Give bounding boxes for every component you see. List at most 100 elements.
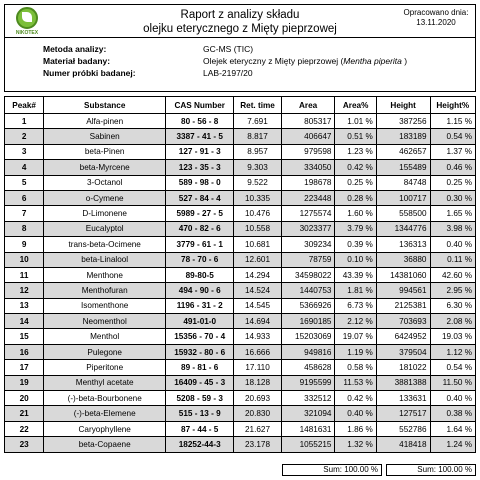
cell-height: 181022 xyxy=(375,359,431,376)
cell-area-pct: 0.25 % xyxy=(334,174,377,191)
cell-area: 34598022 xyxy=(280,266,336,284)
table-row: 11 Menthone 89-80-5 14.294 34598022 43.39 % 14… xyxy=(3,266,476,284)
cell-peak: 11 xyxy=(3,266,45,284)
table-row: 16 Pulegone 15932 - 80 - 6 16.666 949816 1.19… xyxy=(3,343,476,361)
material-latin-name: Mentha piperita xyxy=(343,56,402,66)
cell-substance: Menthol xyxy=(43,328,167,345)
table-row: 7 D-Limonene 5989 - 27 - 5 10.476 1275574 1.6… xyxy=(3,205,476,222)
table-row: 6 o-Cymene 527 - 84 - 4 10.335 223448 0.28 % 1… xyxy=(3,189,476,207)
cell-area-pct: 1.32 % xyxy=(334,436,377,453)
sample-label: Numer próbki badanej: xyxy=(43,68,136,78)
cell-area-pct: 0.42 % xyxy=(334,390,377,407)
cell-cas-number: 491-01-0 xyxy=(165,313,235,330)
title-line-2: olejku eterycznego z Mięty pieprzowej xyxy=(143,23,337,35)
cell-peak: 10 xyxy=(3,251,45,268)
cell-substance: Piperitone xyxy=(43,359,167,376)
cell-cas-number: 15932 - 80 - 6 xyxy=(165,343,235,361)
cell-ret-time: 10.476 xyxy=(233,205,282,222)
leaf-icon xyxy=(22,12,32,22)
cell-ret-time: 14.694 xyxy=(233,313,282,330)
cell-area-pct: 19.07 % xyxy=(334,328,377,345)
cell-peak: 3 xyxy=(3,143,45,161)
cell-area: 223448 xyxy=(280,189,336,207)
height-sum-label: Sum: xyxy=(417,465,436,474)
cell-height-pct: 0.38 % xyxy=(429,405,476,422)
cell-area-pct: 0.40 % xyxy=(334,405,377,422)
cell-height-pct: 6.30 % xyxy=(429,297,476,315)
table-row: 1 Alfa-pinen 80 - 56 - 8 7.691 805317 1.01 % 3… xyxy=(3,112,476,130)
cell-area-pct: 3.79 % xyxy=(334,220,377,238)
cell-area: 1481631 xyxy=(280,420,336,438)
cell-peak: 6 xyxy=(3,189,45,207)
cell-area: 1275574 xyxy=(280,205,336,222)
cell-peak: 19 xyxy=(3,374,45,392)
cell-ret-time: 17.110 xyxy=(233,359,282,376)
cell-ret-time: 21.627 xyxy=(233,420,282,438)
cell-height: 36880 xyxy=(375,251,431,268)
cell-cas-number: 80 - 56 - 8 xyxy=(165,112,235,130)
cell-height: 14381060 xyxy=(375,266,431,284)
cell-height-pct: 11.50 % xyxy=(429,374,476,392)
cell-peak: 16 xyxy=(3,343,45,361)
cell-ret-time: 12.601 xyxy=(233,251,282,268)
cell-substance: Menthofuran xyxy=(43,282,167,299)
cell-peak: 17 xyxy=(3,359,45,376)
table-row: 19 Menthyl acetate 16409 - 45 - 3 18.128 919… xyxy=(3,374,476,392)
table-row: 4 beta-Myrcene 123 - 35 - 3 9.303 334050 0.42… xyxy=(3,159,476,176)
cell-area-pct: 0.51 % xyxy=(334,128,377,145)
cell-cas-number: 5208 - 59 - 3 xyxy=(165,390,235,407)
cell-cas-number: 3779 - 61 - 1 xyxy=(165,236,235,253)
cell-area: 805317 xyxy=(280,112,336,130)
cell-ret-time: 8.817 xyxy=(233,128,282,145)
table-row: 5 3-Octanol 589 - 98 - 0 9.522 198678 0.25 % 8… xyxy=(3,174,476,191)
cell-substance: Menthyl acetate xyxy=(43,374,167,392)
column-header-area-pct: Area% xyxy=(334,96,377,114)
cell-height-pct: 0.46 % xyxy=(429,159,476,176)
cell-area-pct: 11.53 % xyxy=(334,374,377,392)
cell-height-pct: 0.40 % xyxy=(429,390,476,407)
table-row: 23 beta-Copaene 18252-44-3 23.178 1055215 1.3… xyxy=(3,436,476,453)
cell-height-pct: 1.65 % xyxy=(429,205,476,222)
method-value: GC-MS (TIC) xyxy=(203,44,254,54)
material-label: Materiał badany: xyxy=(43,56,111,66)
cell-area-pct: 1.60 % xyxy=(334,205,377,222)
material-value-suffix: ) xyxy=(401,56,408,66)
cell-area-pct: 0.28 % xyxy=(334,189,377,207)
cell-cas-number: 15356 - 70 - 4 xyxy=(165,328,235,345)
cell-cas-number: 527 - 84 - 4 xyxy=(165,189,235,207)
table-row: 21 (-)-beta-Elemene 515 - 13 - 9 20.830 3210… xyxy=(3,405,476,422)
title-line-1: Raport z analizy składu xyxy=(180,9,300,21)
cell-area-pct: 1.81 % xyxy=(334,282,377,299)
table-row: 22 Caryophyllene 87 - 44 - 5 21.627 1481631 1… xyxy=(3,420,476,438)
cell-height: 3881388 xyxy=(375,374,431,392)
cell-peak: 7 xyxy=(3,205,45,222)
cell-area: 1440753 xyxy=(280,282,336,299)
table-row: 15 Menthol 15356 - 70 - 4 14.933 15203069 19.… xyxy=(3,328,476,345)
cell-height-pct: 0.54 % xyxy=(429,359,476,376)
cell-height-pct: 1.37 % xyxy=(429,143,476,161)
cell-ret-time: 10.335 xyxy=(233,189,282,207)
cell-height: 84748 xyxy=(375,174,431,191)
cell-area: 15203069 xyxy=(280,328,336,345)
cell-height: 1344776 xyxy=(375,220,431,238)
table-row: 12 Menthofuran 494 - 90 - 6 14.524 1440753 1.… xyxy=(3,282,476,299)
cell-ret-time: 23.178 xyxy=(233,436,282,453)
cell-area-pct: 0.42 % xyxy=(334,159,377,176)
cell-area: 332512 xyxy=(280,390,336,407)
cell-height-pct: 0.54 % xyxy=(429,128,476,145)
cell-peak: 23 xyxy=(3,436,45,453)
cell-ret-time: 10.681 xyxy=(233,236,282,253)
cell-peak: 15 xyxy=(3,328,45,345)
company-logo: NIKOTEX xyxy=(11,7,43,37)
cell-ret-time: 9.522 xyxy=(233,174,282,191)
cell-substance: 3-Octanol xyxy=(43,174,167,191)
cell-height: 136313 xyxy=(375,236,431,253)
cell-height: 552786 xyxy=(375,420,431,438)
cell-ret-time: 14.524 xyxy=(233,282,282,299)
cell-area: 1690185 xyxy=(280,313,336,330)
date-box: Opracowano dnia: 13.11.2020 xyxy=(397,8,475,28)
cell-substance: Neomenthol xyxy=(43,313,167,330)
cell-substance: (-)-beta-Bourbonene xyxy=(43,390,167,407)
column-header-height-pct: Height% xyxy=(429,96,476,114)
table-row: 2 Sabinen 3387 - 41 - 5 8.817 406647 0.51 % 18… xyxy=(3,128,476,145)
